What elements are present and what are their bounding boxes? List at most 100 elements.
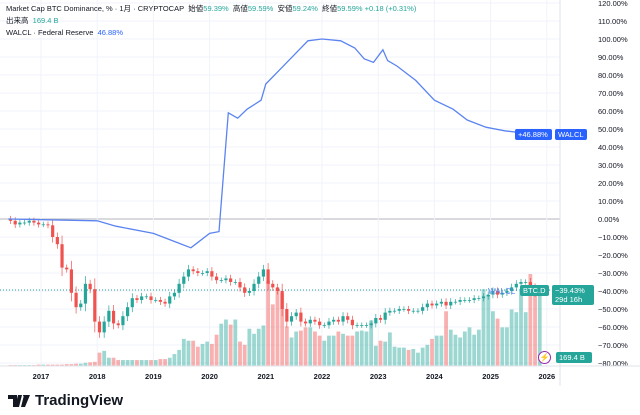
volume-bar [284,326,289,366]
candle-body [177,283,181,293]
volume-bar [191,340,196,366]
volume-bar [481,289,486,366]
candle-body [332,319,336,322]
volume-bar [345,335,350,366]
volume-bar [402,347,406,366]
volume-bar [116,360,121,366]
volume-bar [64,364,69,366]
volume-bar [369,320,374,366]
volume-bar [341,333,345,366]
low-value: 59.24% [292,4,318,13]
walcl-value-badge: +46.88% [515,129,552,140]
close-value: 59.59% [337,4,363,13]
volume-bar [149,360,153,366]
lightning-icon[interactable]: ⚡ [538,351,551,364]
candle-body [111,310,116,324]
candle-body [449,301,453,306]
candle-body [18,222,22,225]
candle-body [411,310,415,312]
volume-bar [298,330,303,366]
chart-canvas[interactable]: 120.00% 110.00% 100.00% 90.00% 80.00% 70.00% 6… [0,0,640,390]
volume-bar [416,352,420,366]
candle-body [481,296,486,299]
candle-body [416,310,420,312]
volume-bar [439,335,444,366]
candle-body [107,310,111,322]
volume-bar [50,364,55,366]
candle-body [341,316,345,322]
x-tick-label: 2022 [314,372,331,381]
volume-bar [219,323,224,366]
candle-body [102,321,106,333]
volume-bar [266,280,270,366]
legend-main-series: Market Cap BTC Dominance, % · 1月 · CRYPT… [6,3,416,15]
volume-bar [106,357,111,366]
volume-bar [121,360,125,366]
candle-body [168,296,172,304]
candle-body [392,310,397,312]
volume-bar [350,335,355,366]
high-value: 59.59% [247,4,274,13]
volume-bar [36,364,41,366]
candle-body [186,269,191,277]
y-tick-label: −10.00% [598,233,628,242]
candle-body [313,319,317,322]
candle-body [158,300,162,302]
candle-body [233,282,237,283]
y-tick-label: 80.00% [598,71,624,80]
candle-body [51,225,55,237]
volume-bar [303,327,308,366]
y-axis: 120.00% 110.00% 100.00% 90.00% 80.00% 70.00% 6… [559,0,628,386]
volume-bar [139,360,144,366]
candle-body [350,319,354,326]
volume-bar [172,354,177,366]
candle-body [327,321,331,326]
candle-body [247,291,251,293]
candle-body [486,294,490,297]
volume-value: 169.4 B [32,16,59,25]
candle-body [467,300,472,301]
footer: TradingView [8,392,123,409]
candle-body [163,301,167,304]
volume-bar [317,335,322,366]
volume-bar [514,312,519,366]
candle-body [402,309,406,310]
volume-bar [313,331,317,366]
volume-bar [261,325,266,366]
walcl-title: WALCL · Federal Reserve [6,28,94,37]
volume-bar [387,332,392,366]
volume-bar [453,334,458,366]
volume-bar [228,324,233,366]
candle-body [224,278,228,281]
volume-bar [486,295,491,366]
candle-body [360,325,364,326]
volume-bar [158,359,163,366]
candle-body [495,291,500,295]
x-tick-label: 2017 [33,372,50,381]
volume-bar [167,357,172,366]
candle-body [528,282,532,288]
candle-body [364,325,369,326]
candle-body [13,220,17,225]
y-tick-label: 10.00% [598,197,624,206]
volume-bar [238,341,242,366]
volume-bar [195,346,200,366]
volume-bar [102,350,107,366]
volume-bar [92,361,97,366]
volume-bar [505,327,509,366]
candle-body [510,287,514,291]
candle-body [154,300,158,301]
volume-bar [500,327,505,366]
volume-bar [135,360,139,366]
candle-body [369,323,373,326]
open-label: 始値 [188,4,204,13]
candle-body [182,276,186,284]
btc-countdown: 29d 16h [555,295,583,304]
y-tick-label: −40.00% [598,287,628,296]
volume-bar [186,340,191,366]
volume-bar [233,319,238,366]
y-tick-label: 120.00% [598,0,628,8]
candle-body [322,325,326,326]
volume-bar [359,330,364,366]
volume-badge: 169.4 B [556,352,592,363]
